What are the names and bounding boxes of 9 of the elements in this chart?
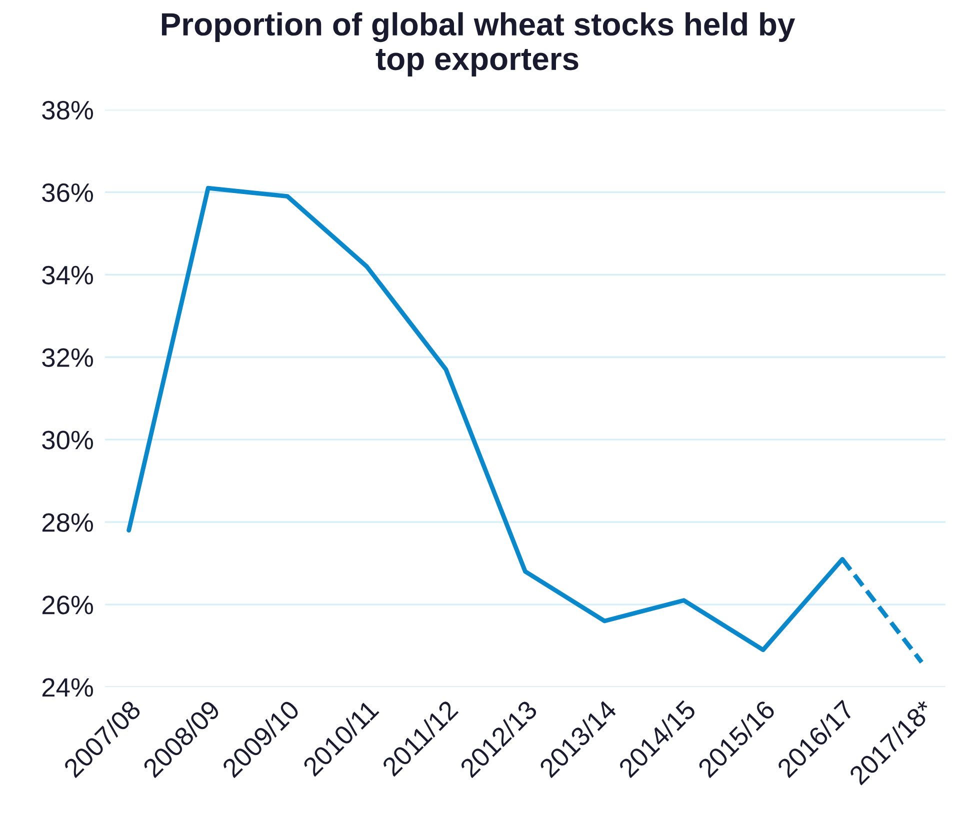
y-tick-label: 26% bbox=[42, 596, 93, 614]
y-tick-label: 30% bbox=[42, 430, 93, 450]
y-tick-label: 36% bbox=[42, 183, 93, 202]
y-tick-label: 32% bbox=[42, 348, 93, 367]
y-tick-label: 24% bbox=[42, 678, 93, 697]
y-tick-label: 38% bbox=[42, 100, 93, 120]
y-tick-label: 28% bbox=[42, 513, 93, 532]
y-tick-label: 34% bbox=[42, 266, 93, 284]
chart-title: Proportion of global wheat stocks held by top exporters bbox=[162, 12, 796, 77]
